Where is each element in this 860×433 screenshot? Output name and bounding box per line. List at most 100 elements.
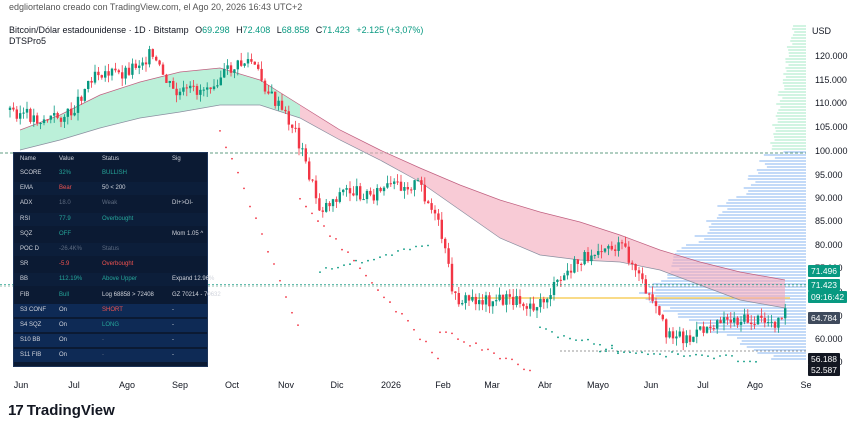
volume-profile-bar	[788, 52, 806, 54]
price-badge: 56.188	[808, 353, 840, 365]
candle-body	[121, 72, 124, 79]
stop-dot	[505, 357, 507, 360]
price-tick: 95.000	[815, 170, 843, 180]
candle-body	[637, 270, 641, 274]
volume-profile-bar	[788, 64, 806, 66]
volume-profile-bar	[783, 151, 806, 153]
volume-profile-bar	[766, 166, 806, 168]
candle-body	[141, 62, 144, 66]
candle-body	[328, 202, 331, 207]
stop-dot	[421, 245, 423, 247]
candle-body	[651, 294, 654, 302]
price-tick: 90.000	[815, 193, 843, 203]
candle-body	[773, 321, 777, 328]
candle-body	[104, 71, 107, 78]
candle-body	[280, 100, 284, 110]
candle-body	[93, 71, 97, 83]
candle-body	[236, 60, 239, 70]
volume-profile-bar	[672, 262, 806, 264]
stop-dot	[373, 258, 375, 261]
candle-body	[478, 300, 481, 305]
candle-body	[746, 314, 749, 323]
symbol-title: Bitcoin/Dólar estadounidense · 1D · Bits…	[9, 25, 189, 35]
table-cell: S10 BB	[20, 337, 41, 344]
candle-body	[362, 199, 365, 201]
candle-body	[212, 86, 216, 90]
candle-body	[42, 119, 46, 124]
currency-label: USD	[812, 26, 832, 36]
time-tick: Jul	[697, 380, 709, 390]
table-row: SQZ OFF Mom 1.05 ^	[14, 228, 207, 241]
volume-profile-bar	[710, 331, 806, 333]
candle-body	[542, 298, 545, 303]
candle-body	[178, 91, 182, 96]
volume-profile-bar	[782, 97, 806, 99]
candle-body	[124, 67, 127, 79]
candle-body	[172, 81, 175, 89]
volume-profile-bar	[775, 115, 806, 117]
candle-body	[780, 317, 783, 319]
indicator-legend[interactable]: DTSPro5	[9, 36, 47, 46]
volume-profile-bar	[678, 316, 806, 318]
stop-dot	[415, 245, 417, 248]
volume-profile-bar	[676, 250, 806, 252]
candle-body	[498, 294, 501, 301]
candle-body	[617, 242, 620, 251]
stop-dot	[395, 310, 397, 313]
stop-dot	[569, 337, 571, 340]
table-row: POC D -26.4K% Status	[14, 243, 207, 256]
stop-dot	[431, 351, 433, 354]
candle-body	[382, 187, 386, 192]
volume-profile-bar	[716, 217, 806, 219]
candle-body	[73, 112, 76, 116]
stop-dot	[279, 279, 281, 282]
candle-body	[314, 180, 318, 199]
table-cell: EMA	[20, 185, 34, 192]
candle-body	[488, 295, 491, 307]
candle-body	[19, 113, 22, 119]
cloud-lower-line	[19, 104, 786, 309]
candle-body	[576, 259, 579, 264]
table-cell: SQZ	[20, 230, 33, 237]
volume-profile-bar	[671, 265, 806, 267]
volume-profile-bar	[776, 103, 806, 105]
candle-body	[53, 113, 56, 116]
volume-profile-bar	[777, 112, 806, 114]
stop-dot	[623, 351, 625, 354]
candle-body	[515, 296, 518, 306]
stop-dot	[523, 368, 525, 371]
stop-dot	[329, 235, 331, 238]
stop-dot	[349, 263, 351, 266]
price-tick: 60.000	[815, 334, 843, 344]
price-axis[interactable]: 120.000 115.000 110.000 105.000 100.000 95.00…	[806, 18, 860, 376]
candle-body	[100, 75, 103, 78]
candle-body	[535, 307, 539, 311]
price-badge: 64.784	[808, 312, 840, 324]
stop-dot	[407, 319, 409, 322]
stop-dot	[297, 324, 299, 327]
stop-dot	[635, 352, 637, 355]
stop-dot	[383, 296, 385, 299]
stop-dot	[311, 212, 313, 215]
stop-dot	[755, 360, 757, 363]
volume-profile-bar	[736, 196, 806, 198]
stop-dot	[273, 263, 275, 265]
symbol-legend[interactable]: Bitcoin/Dólar estadounidense · 1D · Bits…	[9, 25, 423, 35]
candle-body	[192, 85, 195, 87]
volume-profile-bar	[777, 118, 806, 120]
candle-body	[685, 335, 688, 344]
candle-body	[753, 324, 756, 326]
stop-dot	[499, 357, 501, 360]
table-cell: 112.19%	[59, 276, 83, 283]
table-cell: 18.0	[59, 200, 71, 207]
stop-dot	[385, 253, 387, 256]
candle-body	[736, 317, 739, 325]
table-row: S4 SQZ On LONG -	[14, 319, 207, 332]
volume-profile-bar	[694, 235, 806, 237]
stop-dot	[677, 353, 679, 355]
stop-dot	[481, 349, 483, 351]
candle-body	[423, 184, 426, 202]
table-cell: OFF	[59, 230, 71, 237]
